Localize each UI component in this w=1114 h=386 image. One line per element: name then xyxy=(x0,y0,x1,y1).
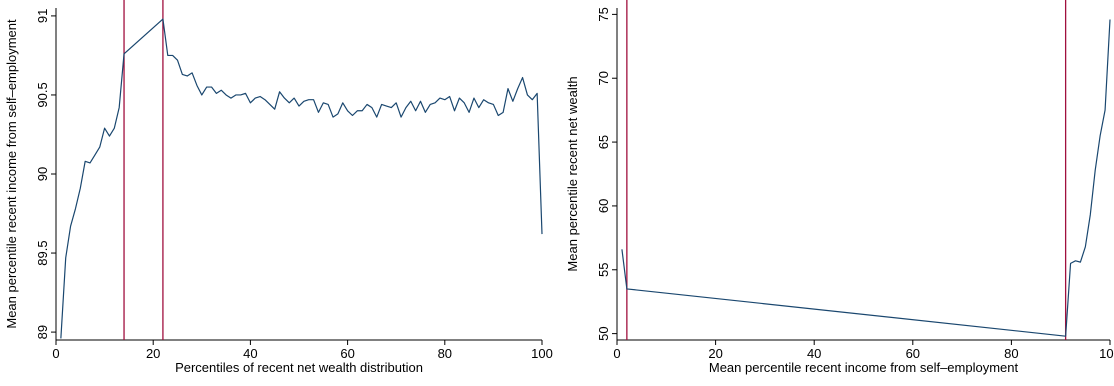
x-tick-label: 20 xyxy=(146,346,160,361)
y-axis-title: Mean percentile recent net wealth xyxy=(565,76,580,271)
x-tick-label: 100 xyxy=(531,346,553,361)
x-tick-label: 40 xyxy=(807,346,821,361)
y-tick-label: 89.5 xyxy=(35,240,50,265)
right-chart: 0 20 40 60 80 100 50 55 60 65 70 75 Mean percentile … xyxy=(565,0,1114,375)
y-tick-label: 90.5 xyxy=(35,82,50,107)
y-tick-label: 60 xyxy=(596,199,611,213)
x-tick-label: 60 xyxy=(906,346,920,361)
x-tick-label: 60 xyxy=(340,346,354,361)
y-tick-label: 55 xyxy=(596,263,611,277)
series-line xyxy=(621,19,1111,337)
x-tick-label: 80 xyxy=(1004,346,1018,361)
y-tick-label: 50 xyxy=(596,326,611,340)
x-axis-title: Mean percentile recent income from self–… xyxy=(709,360,1019,375)
x-tick-label: 40 xyxy=(243,346,257,361)
y-tick-label: 89 xyxy=(35,325,50,339)
series-line xyxy=(60,18,543,339)
y-tick-label: 75 xyxy=(596,7,611,21)
left-chart: 0 20 40 60 80 100 89 89.5 90 90.5 91 Percentiles of… xyxy=(4,0,553,375)
x-axis-title: Percentiles of recent net wealth distrib… xyxy=(175,360,423,375)
x-tick-label: 80 xyxy=(438,346,452,361)
y-tick-label: 65 xyxy=(596,135,611,149)
y-tick-label: 70 xyxy=(596,71,611,85)
x-tick-label: 20 xyxy=(708,346,722,361)
y-tick-label: 91 xyxy=(35,9,50,23)
y-tick-label: 90 xyxy=(35,167,50,181)
x-tick-label: 100 xyxy=(1099,346,1114,361)
x-tick-label: 0 xyxy=(613,346,620,361)
y-axis-title: Mean percentile recent income from self–… xyxy=(4,19,19,329)
x-tick-label: 0 xyxy=(52,346,59,361)
